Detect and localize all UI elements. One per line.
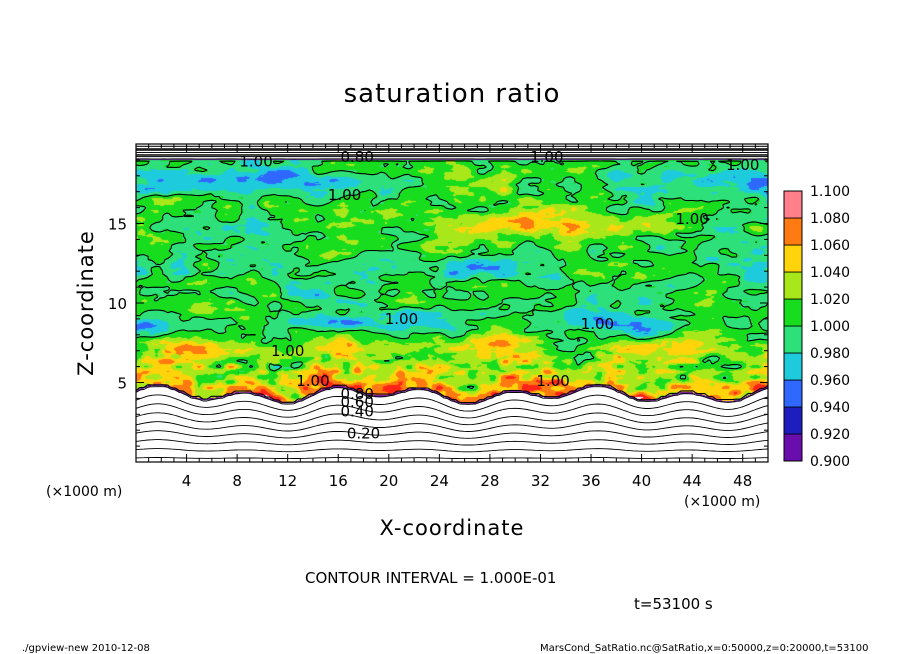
y-tick-label: 5 [117,375,127,393]
time-label: t=53100 s [634,595,713,613]
contour-0.60 [136,148,768,426]
contour-0.20 [136,448,768,453]
contour-1.00 [136,160,768,404]
colorbar-label: 1.080 [810,211,850,227]
contour-label: 0.80 [340,148,373,166]
colorbar-label: 1.020 [810,292,850,308]
x-tick-label: 8 [232,472,242,490]
x-tick-label: 40 [632,472,651,490]
chart-title: saturation ratio [344,79,561,109]
contour-label: 1.00 [581,315,614,333]
colorbar-label: 1.040 [810,265,850,281]
x-tick-label: 28 [480,472,499,490]
contour-0.40 [136,430,768,439]
contour-0.90 [136,158,768,405]
colorbar-swatch [783,406,803,435]
x-tick-label: 20 [379,472,398,490]
contour-lines [136,145,768,460]
y-axis-ticks: 5 10 15 [108,159,768,447]
saturation-field [136,144,768,462]
colorbar-label: 1.060 [810,238,850,254]
x-tick-label: 44 [683,472,702,490]
x-tick-label: 12 [278,472,297,490]
contour-label: 0.20 [347,425,380,443]
colorbar-swatch [783,217,803,246]
contour-label: 0.80 [340,385,373,403]
colorbar-label: 1.100 [810,184,850,200]
contour-0.10 [136,457,768,460]
footer-left: ./gpview-new 2010-12-08 [22,643,150,654]
colorbar: 0.900 0.920 0.940 0.960 0.980 1.000 1.020 1.040… [783,184,850,470]
y-tick-label: 10 [108,295,127,313]
contour-labels: 0.200.400.600.801.00 1.001.001.00 1.001.00… [239,148,759,443]
colorbar-label: 0.980 [810,346,850,362]
contour-label: 1.00 [726,156,759,174]
contour-0.80 [136,155,768,412]
colorbar-swatch [783,271,803,300]
y-unit-label: (×1000 m) [46,484,122,500]
contour-label: 1.00 [328,186,361,204]
x-axis-ticks: 4 8 12 16 20 24 28 32 36 40 44 48 [148,144,756,490]
colorbar-frame [783,190,803,462]
contour-label: 1.00 [536,372,569,390]
contour-label: 1.00 [385,310,418,328]
contour-label: 1.00 [296,372,329,390]
x-tick-label: 16 [329,472,348,490]
colorbar-swatch [783,190,803,219]
colorbar-label: 0.900 [810,454,850,470]
colorbar-swatch [783,352,803,381]
contour-label: 0.40 [340,402,373,420]
colorbar-label: 0.920 [810,427,850,443]
colorbar-label: 0.960 [810,373,850,389]
x-tick-label: 32 [531,472,550,490]
contour-label: 1.00 [239,153,272,171]
contour-label: 0.60 [340,393,373,411]
x-unit-label: (×1000 m) [684,494,760,510]
x-tick-label: 24 [430,472,449,490]
x-tick-label: 36 [581,472,600,490]
contour-label: 1.00 [271,342,304,360]
contour-interval-note: CONTOUR INTERVAL = 1.000E-01 [305,569,556,587]
colorbar-swatch [783,298,803,327]
x-tick-label: 48 [733,472,752,490]
contour-label: 1.00 [675,210,708,228]
contour-0.30 [136,439,768,446]
plot-area: 0.200.400.600.801.00 1.001.001.00 1.001.00… [136,144,768,462]
y-axis-title: Z-coordinate [74,230,98,376]
contour-label: 1.00 [530,148,563,166]
colorbar-swatch [783,379,803,408]
x-tick-label: 4 [182,472,192,490]
colorbar-label: 0.940 [810,400,850,416]
colorbar-swatch [783,325,803,354]
colorbar-swatch [783,433,803,462]
x-axis-title: X-coordinate [380,516,525,540]
field-raster [136,144,768,462]
colorbar-swatch [783,244,803,273]
footer-right: MarsCond_SatRatio.nc@SatRatio,x=0:50000,… [540,643,869,654]
colorbar-label: 1.000 [810,319,850,335]
y-tick-label: 15 [108,216,127,234]
